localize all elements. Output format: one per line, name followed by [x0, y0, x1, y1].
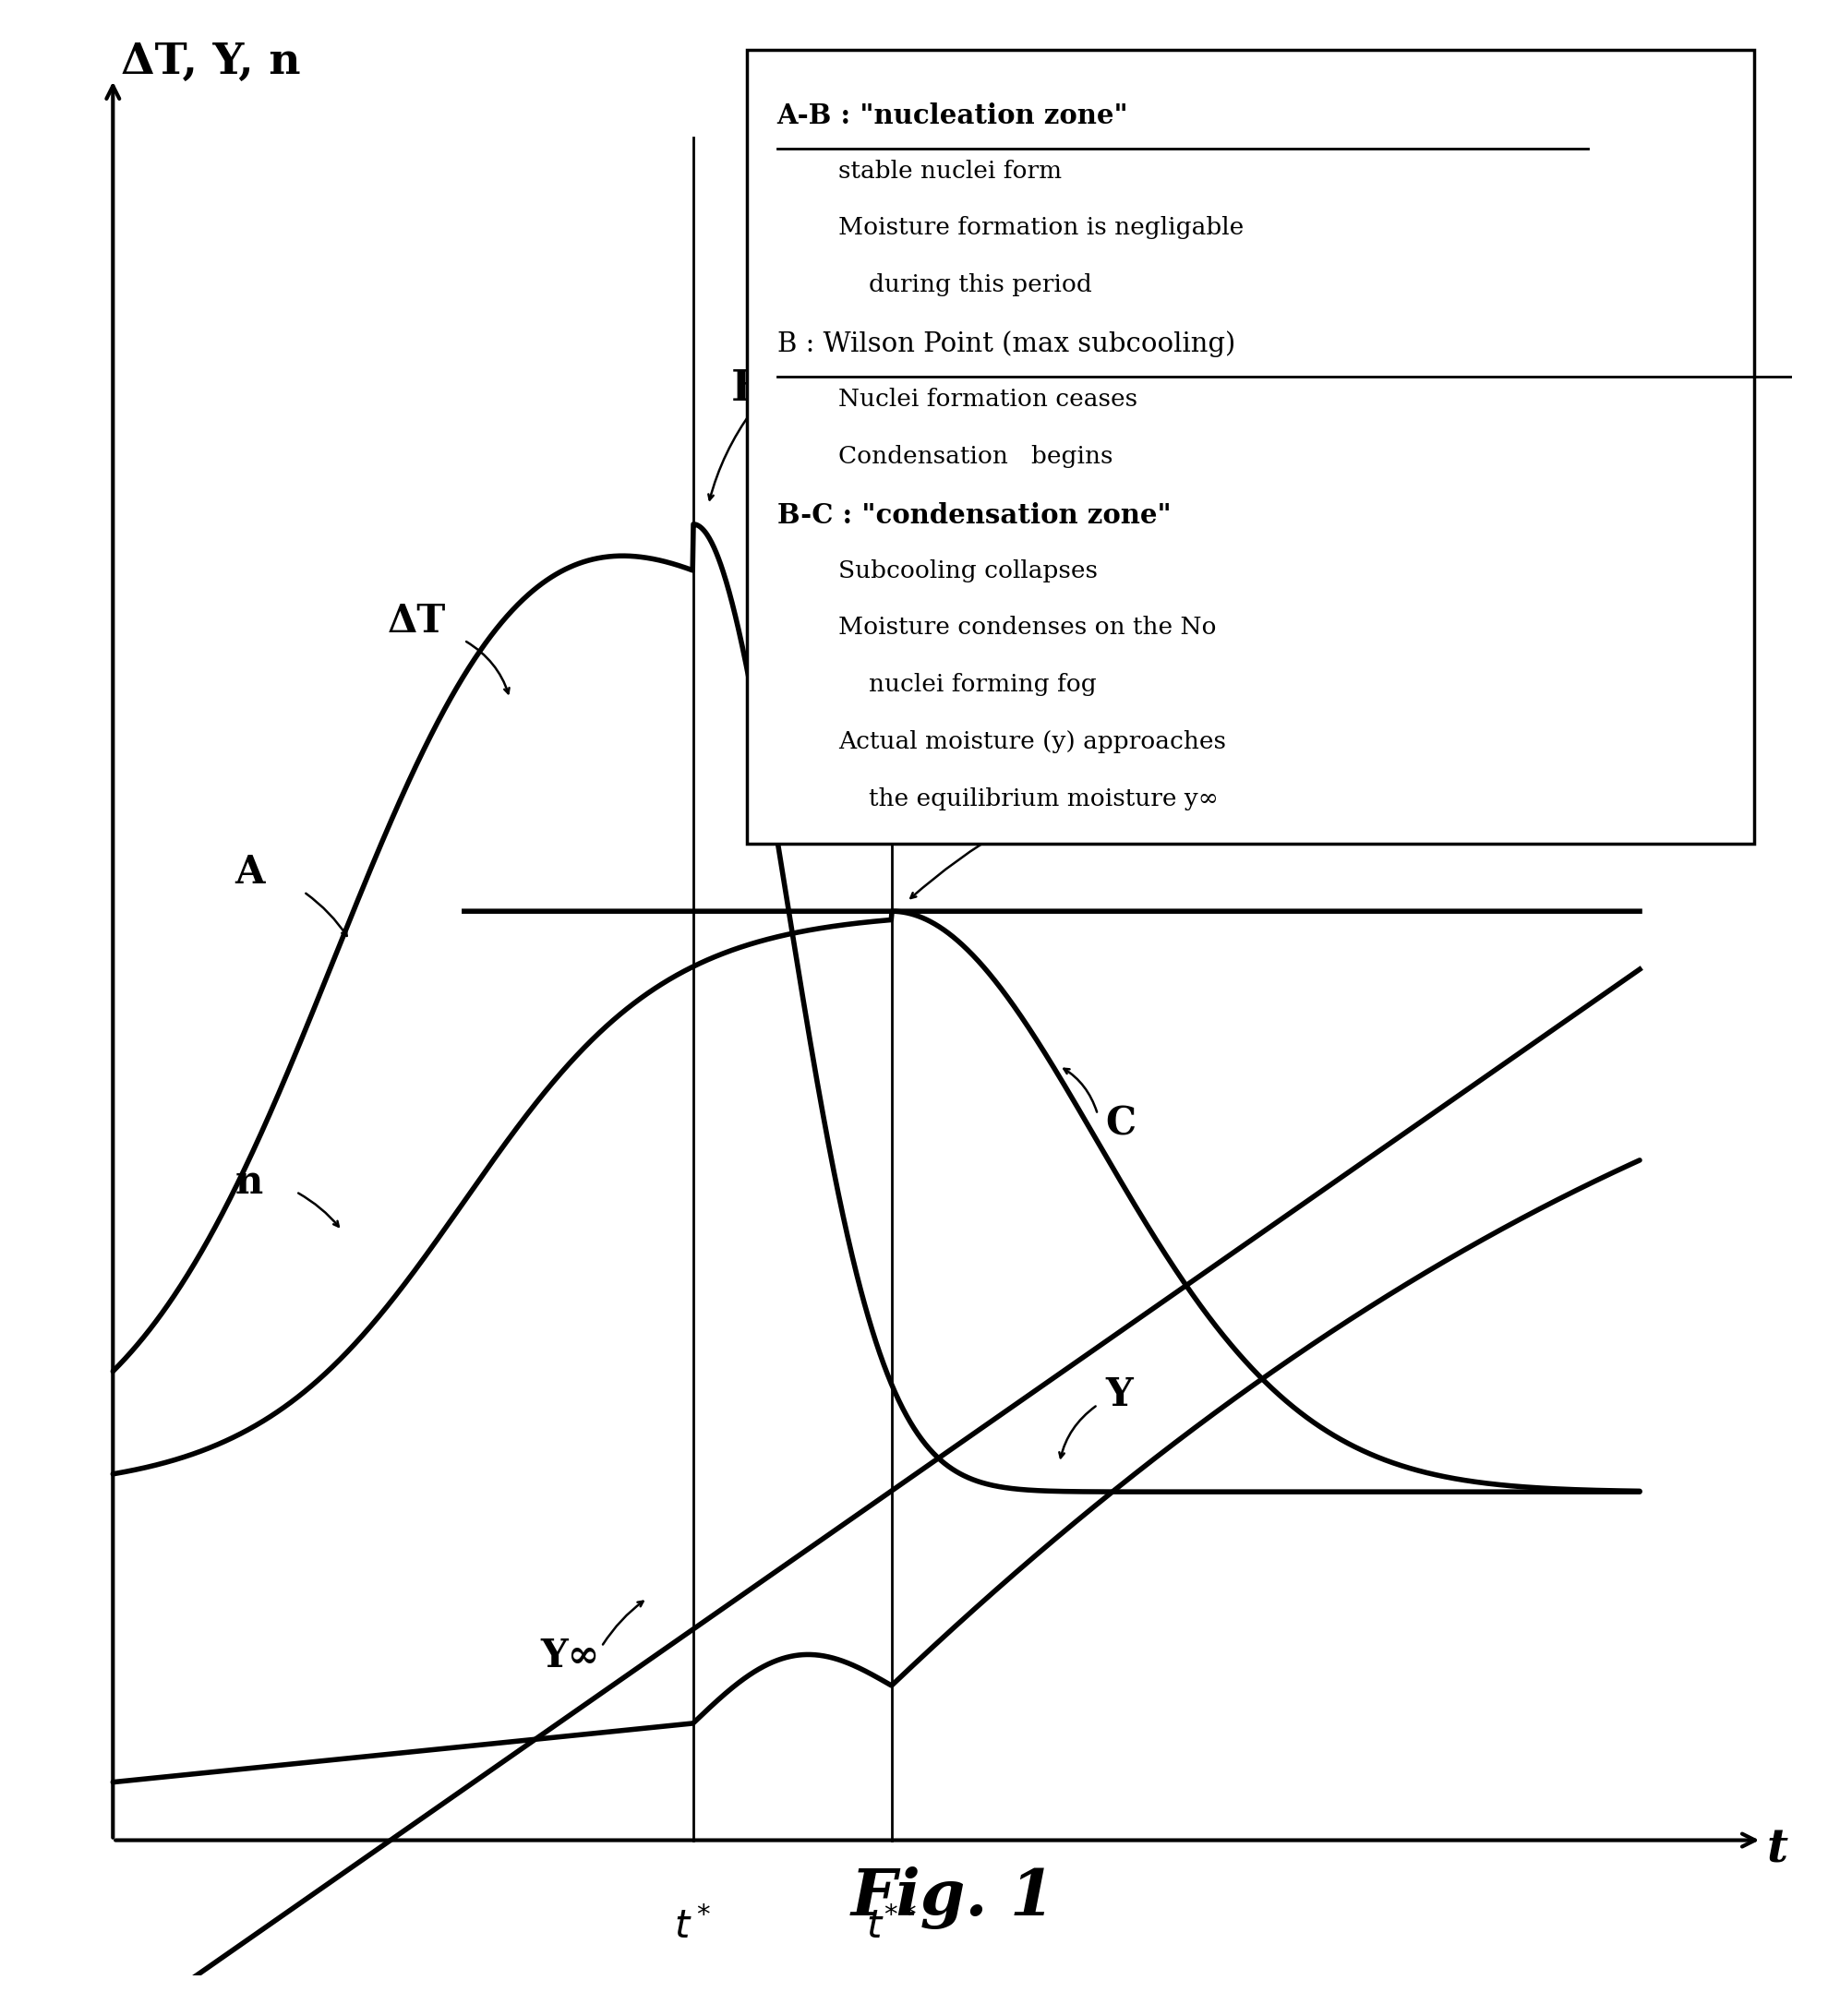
Text: Moisture condenses on the No: Moisture condenses on the No: [837, 617, 1216, 639]
Text: B : Wilson Point (max subcooling): B : Wilson Point (max subcooling): [777, 331, 1234, 357]
Text: Fig. 1: Fig. 1: [850, 1867, 1055, 1929]
FancyBboxPatch shape: [746, 50, 1753, 843]
Text: the equilibrium moisture y∞: the equilibrium moisture y∞: [868, 788, 1217, 810]
Text: $t^{**}$: $t^{**}$: [866, 1907, 916, 1947]
Text: t: t: [1766, 1826, 1786, 1873]
Text: ΔT, Y, n: ΔT, Y, n: [121, 40, 300, 83]
Text: ΔT: ΔT: [388, 601, 446, 641]
Text: C: C: [1104, 1105, 1135, 1143]
Text: stable nuclei form: stable nuclei form: [837, 159, 1060, 181]
Text: B: B: [731, 367, 768, 409]
Text: Moisture formation is negligable: Moisture formation is negligable: [837, 216, 1243, 240]
Text: n: n: [236, 1163, 263, 1202]
Text: Actual moisture (y) approaches: Actual moisture (y) approaches: [837, 730, 1225, 754]
Text: A: A: [236, 853, 265, 891]
Text: nuclei forming fog: nuclei forming fog: [868, 673, 1097, 696]
Text: Y: Y: [1104, 1375, 1132, 1415]
Text: n** = No: n** = No: [952, 694, 1190, 742]
Text: Condensation   begins: Condensation begins: [837, 446, 1111, 468]
Text: during this period: during this period: [868, 274, 1091, 296]
Text: Nuclei formation ceases: Nuclei formation ceases: [837, 387, 1137, 411]
Text: $t^*$: $t^*$: [675, 1907, 711, 1947]
Text: Subcooling collapses: Subcooling collapses: [837, 558, 1097, 583]
Text: Y∞: Y∞: [539, 1637, 600, 1675]
Text: A-B : "nucleation zone": A-B : "nucleation zone": [777, 103, 1128, 129]
Text: B-C : "condensation zone": B-C : "condensation zone": [777, 502, 1170, 528]
